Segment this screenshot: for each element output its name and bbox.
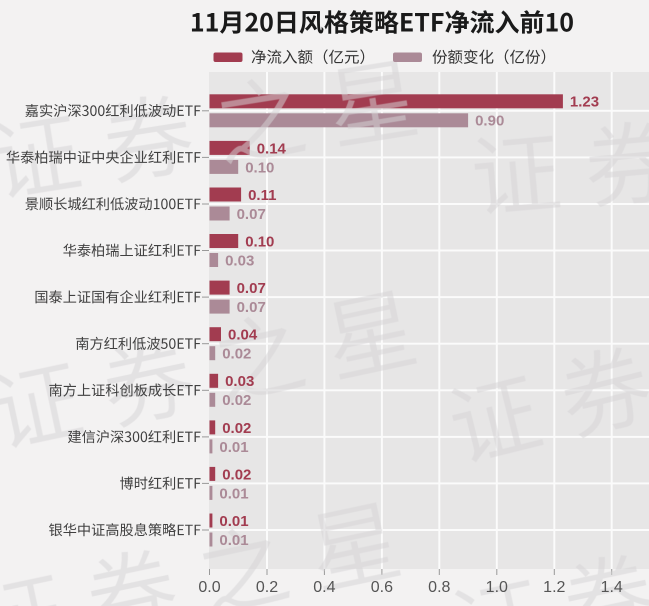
svg-text:0.07: 0.07 bbox=[237, 206, 266, 223]
svg-text:0.02: 0.02 bbox=[222, 420, 251, 437]
svg-text:0.02: 0.02 bbox=[222, 392, 251, 409]
svg-text:0.01: 0.01 bbox=[219, 532, 248, 549]
svg-text:0.04: 0.04 bbox=[228, 327, 258, 344]
svg-text:1.2: 1.2 bbox=[543, 579, 565, 596]
svg-text:0.01: 0.01 bbox=[219, 439, 248, 456]
svg-text:0.02: 0.02 bbox=[222, 346, 251, 363]
svg-text:0.02: 0.02 bbox=[222, 466, 251, 483]
svg-text:0.14: 0.14 bbox=[257, 140, 287, 157]
svg-text:0.0: 0.0 bbox=[198, 579, 220, 596]
svg-text:0.10: 0.10 bbox=[245, 159, 274, 176]
svg-text:1.23: 1.23 bbox=[570, 94, 599, 111]
svg-text:0.4: 0.4 bbox=[313, 579, 335, 596]
svg-text:0.6: 0.6 bbox=[371, 579, 393, 596]
svg-text:1.0: 1.0 bbox=[486, 579, 508, 596]
svg-text:0.8: 0.8 bbox=[428, 579, 450, 596]
svg-text:0.03: 0.03 bbox=[225, 252, 254, 269]
svg-text:0.03: 0.03 bbox=[225, 373, 254, 390]
svg-text:0.07: 0.07 bbox=[237, 299, 266, 316]
svg-text:0.01: 0.01 bbox=[219, 513, 248, 530]
svg-text:0.2: 0.2 bbox=[256, 579, 278, 596]
svg-text:0.90: 0.90 bbox=[475, 113, 504, 130]
svg-text:0.11: 0.11 bbox=[248, 187, 276, 204]
svg-text:1.4: 1.4 bbox=[601, 579, 623, 596]
svg-text:0.01: 0.01 bbox=[219, 485, 248, 502]
svg-text:0.10: 0.10 bbox=[245, 233, 274, 250]
svg-text:0.07: 0.07 bbox=[237, 280, 266, 297]
